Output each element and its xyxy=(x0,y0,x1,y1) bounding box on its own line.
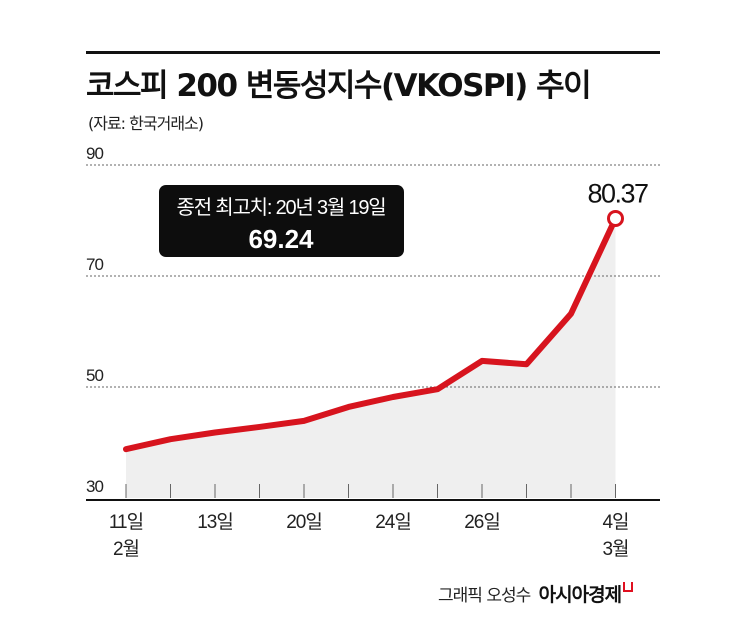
brand-logo: 아시아경제 xyxy=(538,584,622,606)
y-tick-label: 50 xyxy=(86,366,103,385)
last-value-label: 80.37 xyxy=(587,178,648,208)
y-tick-label: 70 xyxy=(86,255,103,274)
y-tick-label: 30 xyxy=(86,477,103,496)
previous-high-value: 69.24 xyxy=(248,224,314,254)
chart-title: 코스피 200 변동성지수(VKOSPI) 추이 xyxy=(86,68,592,104)
x-tick-label: 24일 xyxy=(375,511,411,533)
x-tick-label: 26일 xyxy=(464,511,500,533)
x-tick-label: 4일 xyxy=(602,511,628,533)
brand-mark-icon xyxy=(623,582,634,592)
x-tick-label: 11일 xyxy=(109,511,143,533)
x-month-label: 2월 xyxy=(113,538,139,560)
x-tick-label: 20일 xyxy=(286,511,322,533)
y-tick-label: 90 xyxy=(86,144,103,163)
footer: 그래픽 오성수 아시아경제 xyxy=(438,580,634,607)
previous-high-box xyxy=(159,185,404,257)
graphic-credit: 그래픽 오성수 xyxy=(438,586,531,606)
last-point-marker xyxy=(607,209,624,227)
previous-high-label: 종전 최고치: 20년 3월 19일 xyxy=(177,196,386,219)
top-rule xyxy=(86,51,660,54)
x-month-label: 3월 xyxy=(602,538,628,560)
vkospi-line xyxy=(123,215,619,453)
x-tick-label: 13일 xyxy=(197,511,233,533)
chart-source: (자료: 한국거래소) xyxy=(88,114,204,133)
area-fill xyxy=(126,218,616,498)
